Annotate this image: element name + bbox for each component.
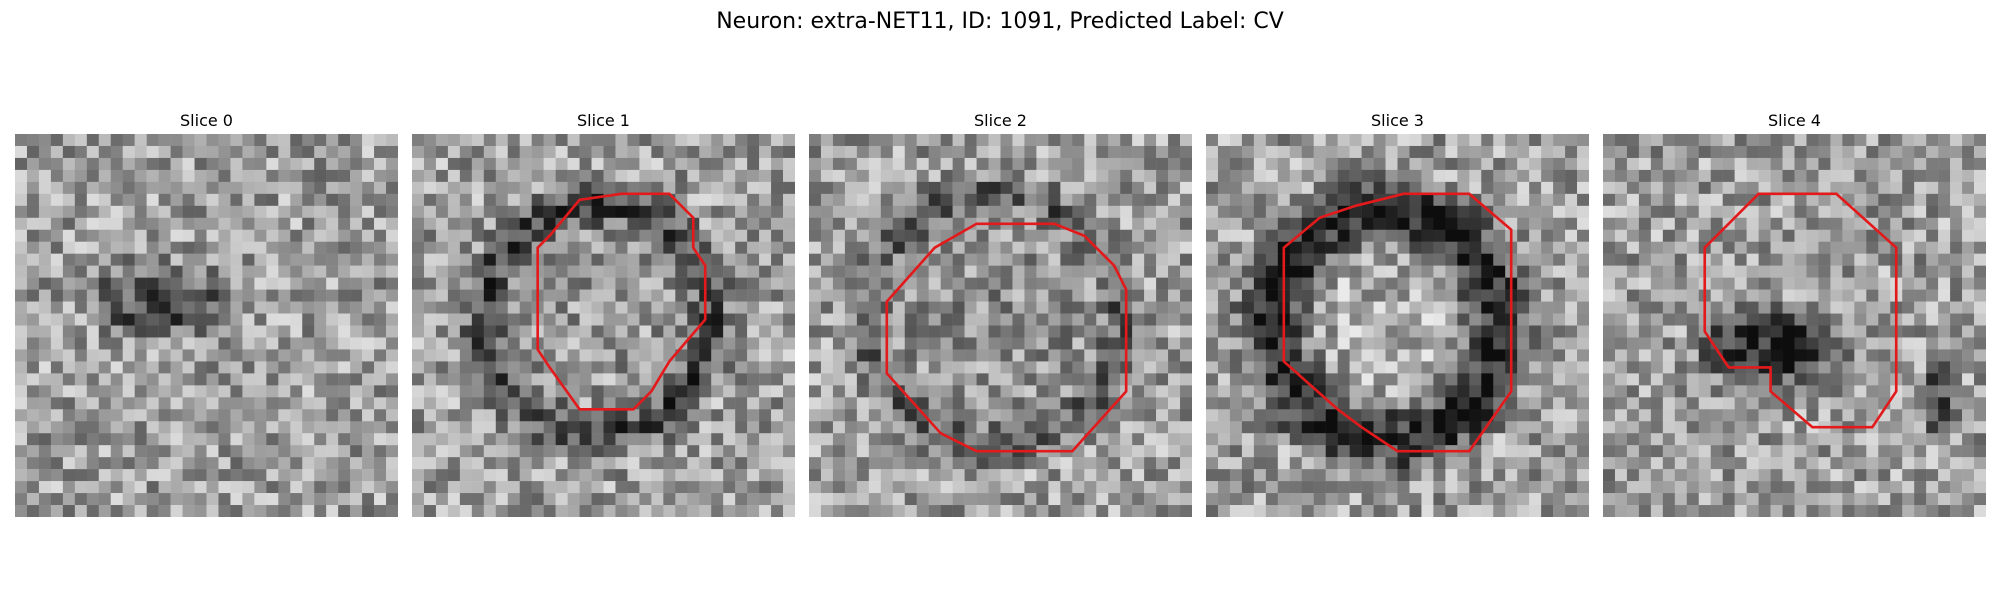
pixel-grid: [809, 134, 1192, 517]
roi-outline: [1282, 192, 1513, 453]
slice-image-1: [412, 134, 795, 517]
roi-outline: [1703, 192, 1898, 429]
slice-panel-0: Slice 0: [15, 108, 398, 517]
slice-image-0: [15, 134, 398, 517]
pixel-grid: [15, 134, 398, 517]
pixel-grid: [1603, 134, 1986, 517]
slice-panel-4: Slice 4: [1603, 108, 1986, 517]
slice-title-3: Slice 3: [1371, 111, 1424, 130]
slice-title-2: Slice 2: [974, 111, 1027, 130]
slice-title-1: Slice 1: [577, 111, 630, 130]
slice-image-4: [1603, 134, 1986, 517]
slice-title-0: Slice 0: [180, 111, 233, 130]
slice-panel-1: Slice 1: [412, 108, 795, 517]
slice-title-4: Slice 4: [1768, 111, 1821, 130]
slice-panel-3: Slice 3: [1206, 108, 1589, 517]
pixel-grid: [412, 134, 795, 517]
roi-outline: [885, 222, 1128, 453]
pixel-grid: [1206, 134, 1589, 517]
figure-title: Neuron: extra-NET11, ID: 1091, Predicted…: [716, 9, 1284, 34]
slice-panel-2: Slice 2: [809, 108, 1192, 517]
roi-outline: [536, 192, 707, 411]
slice-image-3: [1206, 134, 1589, 517]
slice-image-2: [809, 134, 1192, 517]
